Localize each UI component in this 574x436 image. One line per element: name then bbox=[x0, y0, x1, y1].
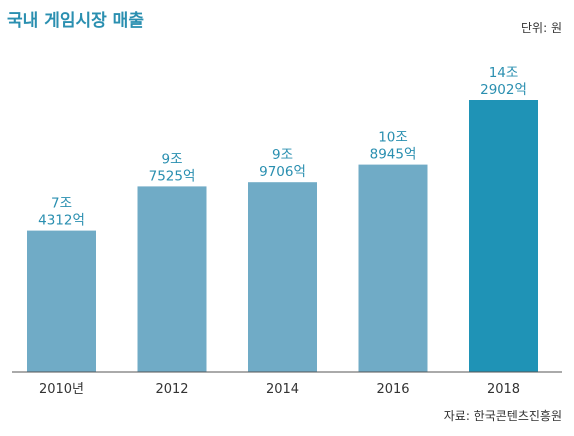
bar-1 bbox=[137, 186, 207, 372]
x-tick-labels-group: 2010년 2012 2014 2016 2018 bbox=[39, 382, 520, 397]
source-label: 자료: 한국콘텐츠진흥원 bbox=[443, 409, 562, 423]
data-label-hundred-million-2: 9706억 bbox=[259, 164, 306, 180]
x-tick-label-1: 2012 bbox=[155, 382, 188, 397]
bar-0 bbox=[27, 230, 96, 372]
x-tick-label-4: 2018 bbox=[487, 382, 520, 397]
data-label-trillion-0: 7조 bbox=[51, 196, 72, 212]
bar-3 bbox=[358, 164, 428, 372]
x-tick-label-3: 2016 bbox=[376, 382, 409, 397]
unit-label: 단위: 원 bbox=[521, 21, 562, 35]
data-label-hundred-million-4: 2902억 bbox=[480, 82, 527, 98]
x-tick-label-0: 2010년 bbox=[39, 382, 84, 397]
data-label-hundred-million-0: 4312억 bbox=[38, 213, 85, 229]
data-label-hundred-million-1: 7525억 bbox=[149, 168, 196, 184]
data-label-trillion-2: 9조 bbox=[272, 147, 293, 163]
bars-group bbox=[27, 100, 538, 372]
x-tick-label-2: 2014 bbox=[266, 382, 299, 397]
bar-2 bbox=[248, 182, 317, 372]
data-label-trillion-1: 9조 bbox=[161, 151, 182, 167]
data-label-trillion-4: 14조 bbox=[489, 65, 519, 81]
bar-4 bbox=[469, 100, 538, 372]
chart-title: 국내 게임시장 매출 bbox=[7, 11, 144, 31]
data-label-trillion-3: 10조 bbox=[378, 130, 408, 146]
data-label-hundred-million-3: 8945억 bbox=[370, 147, 417, 163]
